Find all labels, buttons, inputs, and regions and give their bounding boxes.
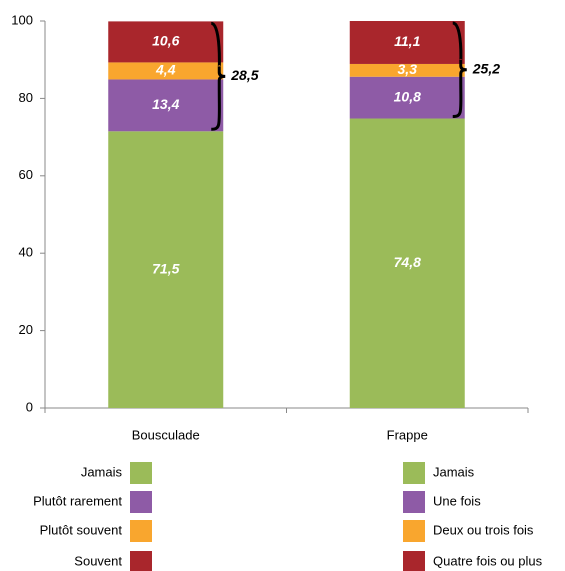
value-label: 13,4 <box>152 96 179 112</box>
brace <box>452 21 467 119</box>
legend-swatch <box>403 551 425 571</box>
bar-segment <box>108 79 224 132</box>
legend-swatch <box>130 491 152 513</box>
brace-total: 28,5 <box>230 67 258 83</box>
legend-swatch <box>130 520 152 542</box>
legend-swatch <box>403 520 425 542</box>
x-tick-label: Bousculade <box>132 427 200 442</box>
bar-segment <box>349 76 465 119</box>
y-tick-label: 80 <box>19 90 33 105</box>
x-tick-label: Frappe <box>387 427 428 442</box>
legend-label: Souvent <box>74 553 122 568</box>
legend-label: Plutôt rarement <box>33 493 122 508</box>
bar-segment <box>108 131 224 409</box>
bar-segment <box>349 21 465 64</box>
value-label: 3,3 <box>398 61 418 77</box>
brace <box>210 21 226 131</box>
legend-label: Une fois <box>433 493 481 508</box>
y-tick-label: 100 <box>11 12 33 27</box>
legend-label: Plutôt souvent <box>40 522 123 537</box>
bar-segment <box>108 62 224 80</box>
legend-swatch <box>403 462 425 484</box>
brace-total: 25,2 <box>472 60 500 76</box>
bar-segment <box>349 63 465 77</box>
bar-segment <box>349 118 465 409</box>
legend-label: Deux ou trois fois <box>433 522 534 537</box>
value-label: 74,8 <box>394 254 421 270</box>
legend-label: Jamais <box>433 464 475 479</box>
value-label: 71,5 <box>152 260 179 276</box>
legend-swatch <box>130 551 152 571</box>
legend-label: Quatre fois ou plus <box>433 553 543 568</box>
value-label: 11,1 <box>394 33 420 49</box>
y-tick-label: 0 <box>26 399 33 414</box>
bar-segment <box>108 21 224 63</box>
y-tick-label: 20 <box>19 322 33 337</box>
legend-swatch <box>130 462 152 484</box>
value-label: 4,4 <box>155 62 176 78</box>
value-label: 10,8 <box>394 88 421 104</box>
y-tick-label: 60 <box>19 167 33 182</box>
legend-swatch <box>403 491 425 513</box>
legend-label: Jamais <box>81 464 123 479</box>
value-label: 10,6 <box>152 33 179 49</box>
y-tick-label: 40 <box>19 245 33 260</box>
